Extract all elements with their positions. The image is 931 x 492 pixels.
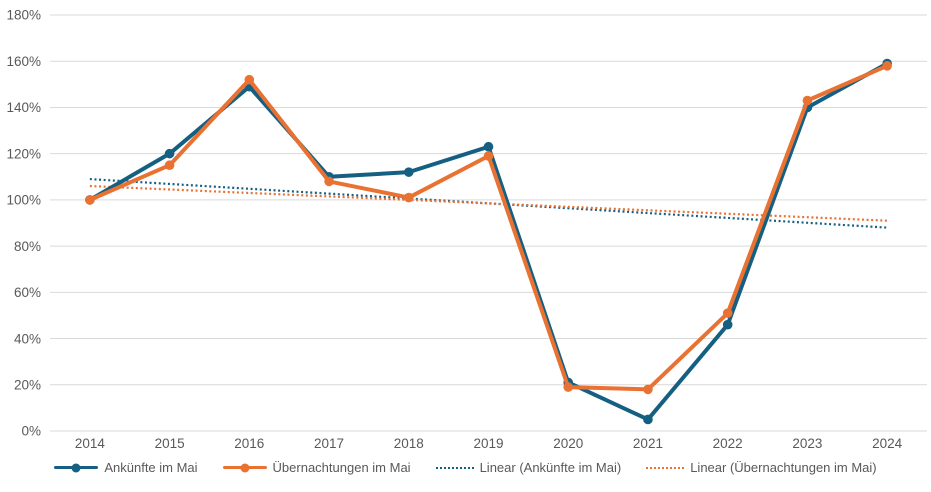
x-axis-tick-label: 2016 xyxy=(234,436,264,451)
y-axis-tick-label: 80% xyxy=(14,239,41,254)
series-line-Übernachtungen im Mai[interactable] xyxy=(87,63,890,392)
y-axis-tick-label: 120% xyxy=(6,146,41,161)
legend-label: Ankünfte im Mai xyxy=(104,460,198,475)
data-point[interactable] xyxy=(802,95,813,106)
y-axis-tick-label: 140% xyxy=(6,100,41,115)
x-axis-tick-label: 2022 xyxy=(713,436,743,451)
x-axis-tick-label: 2018 xyxy=(394,436,424,451)
data-point[interactable] xyxy=(164,148,175,159)
legend-dotted-line-icon xyxy=(435,466,474,469)
y-axis-tick-label: 60% xyxy=(14,285,41,300)
data-point[interactable] xyxy=(164,160,175,171)
legend-item-linear-ankuenfte[interactable]: Linear (Ankünfte im Mai) xyxy=(435,460,622,475)
gridlines-group xyxy=(50,14,927,432)
data-point[interactable] xyxy=(643,384,653,395)
legend-label: Linear (Ankünfte im Mai) xyxy=(479,460,622,475)
x-axis-tick-label: 2014 xyxy=(75,436,106,451)
data-point[interactable] xyxy=(563,382,574,392)
data-point[interactable] xyxy=(85,195,95,205)
data-point[interactable] xyxy=(722,319,733,330)
data-point[interactable] xyxy=(244,74,255,85)
x-axis-tick-label: 2020 xyxy=(553,436,583,451)
data-point[interactable] xyxy=(882,61,892,71)
data-point[interactable] xyxy=(403,192,414,203)
legend-solid-line-marker-icon xyxy=(54,465,99,470)
x-axis-tick-label: 2023 xyxy=(792,436,822,451)
x-axis-labels-group: 2014 2015 2016 2017 2018 2019 2020 2021 2022 2023… xyxy=(75,436,903,451)
y-axis-tick-label: 20% xyxy=(14,377,41,392)
x-axis-tick-label: 2021 xyxy=(633,436,663,451)
y-axis-labels-group: 0% 20% 40% 60% 80% 100% 120% 140% 160% 180% xyxy=(6,8,41,439)
y-axis-tick-label: 100% xyxy=(6,193,41,208)
data-point[interactable] xyxy=(643,414,653,425)
y-axis-tick-label: 0% xyxy=(21,424,41,439)
chart-plot-area: 0%20%40%60%80%100%120%140%160%180% 2014 2… xyxy=(6,8,927,451)
x-axis-tick-label: 2017 xyxy=(314,436,344,451)
legend-dotted-line-icon xyxy=(646,466,685,469)
legend-item-linear-uebernachtungen[interactable]: Linear (Übernachtungen im Mai) xyxy=(646,460,877,475)
x-axis-tick-label: 2015 xyxy=(155,436,185,451)
y-axis-tick-label: 180% xyxy=(6,8,41,23)
data-point[interactable] xyxy=(403,167,414,177)
data-point[interactable] xyxy=(483,151,494,161)
legend-label: Linear (Übernachtungen im Mai) xyxy=(690,460,877,475)
x-axis-tick-label: 2019 xyxy=(473,436,503,451)
y-axis-tick-label: 160% xyxy=(6,54,41,69)
series-group xyxy=(85,58,892,425)
legend-solid-line-marker-icon xyxy=(222,465,267,470)
x-axis-tick-label: 2024 xyxy=(872,436,903,451)
legend-item-ankuenfte[interactable]: Ankünfte im Mai xyxy=(54,460,198,475)
data-point[interactable] xyxy=(722,308,733,318)
data-point[interactable] xyxy=(324,176,334,187)
legend-item-uebernachtungen[interactable]: Übernachtungen im Mai xyxy=(222,460,411,475)
series-line-Ankünfte im Mai[interactable] xyxy=(87,61,890,422)
y-axis-tick-label: 40% xyxy=(14,331,41,346)
legend-label: Übernachtungen im Mai xyxy=(272,460,411,475)
chart-legend: Ankünfte im Mai Übernachtungen im Mai Li… xyxy=(0,460,931,475)
data-point[interactable] xyxy=(483,141,494,152)
